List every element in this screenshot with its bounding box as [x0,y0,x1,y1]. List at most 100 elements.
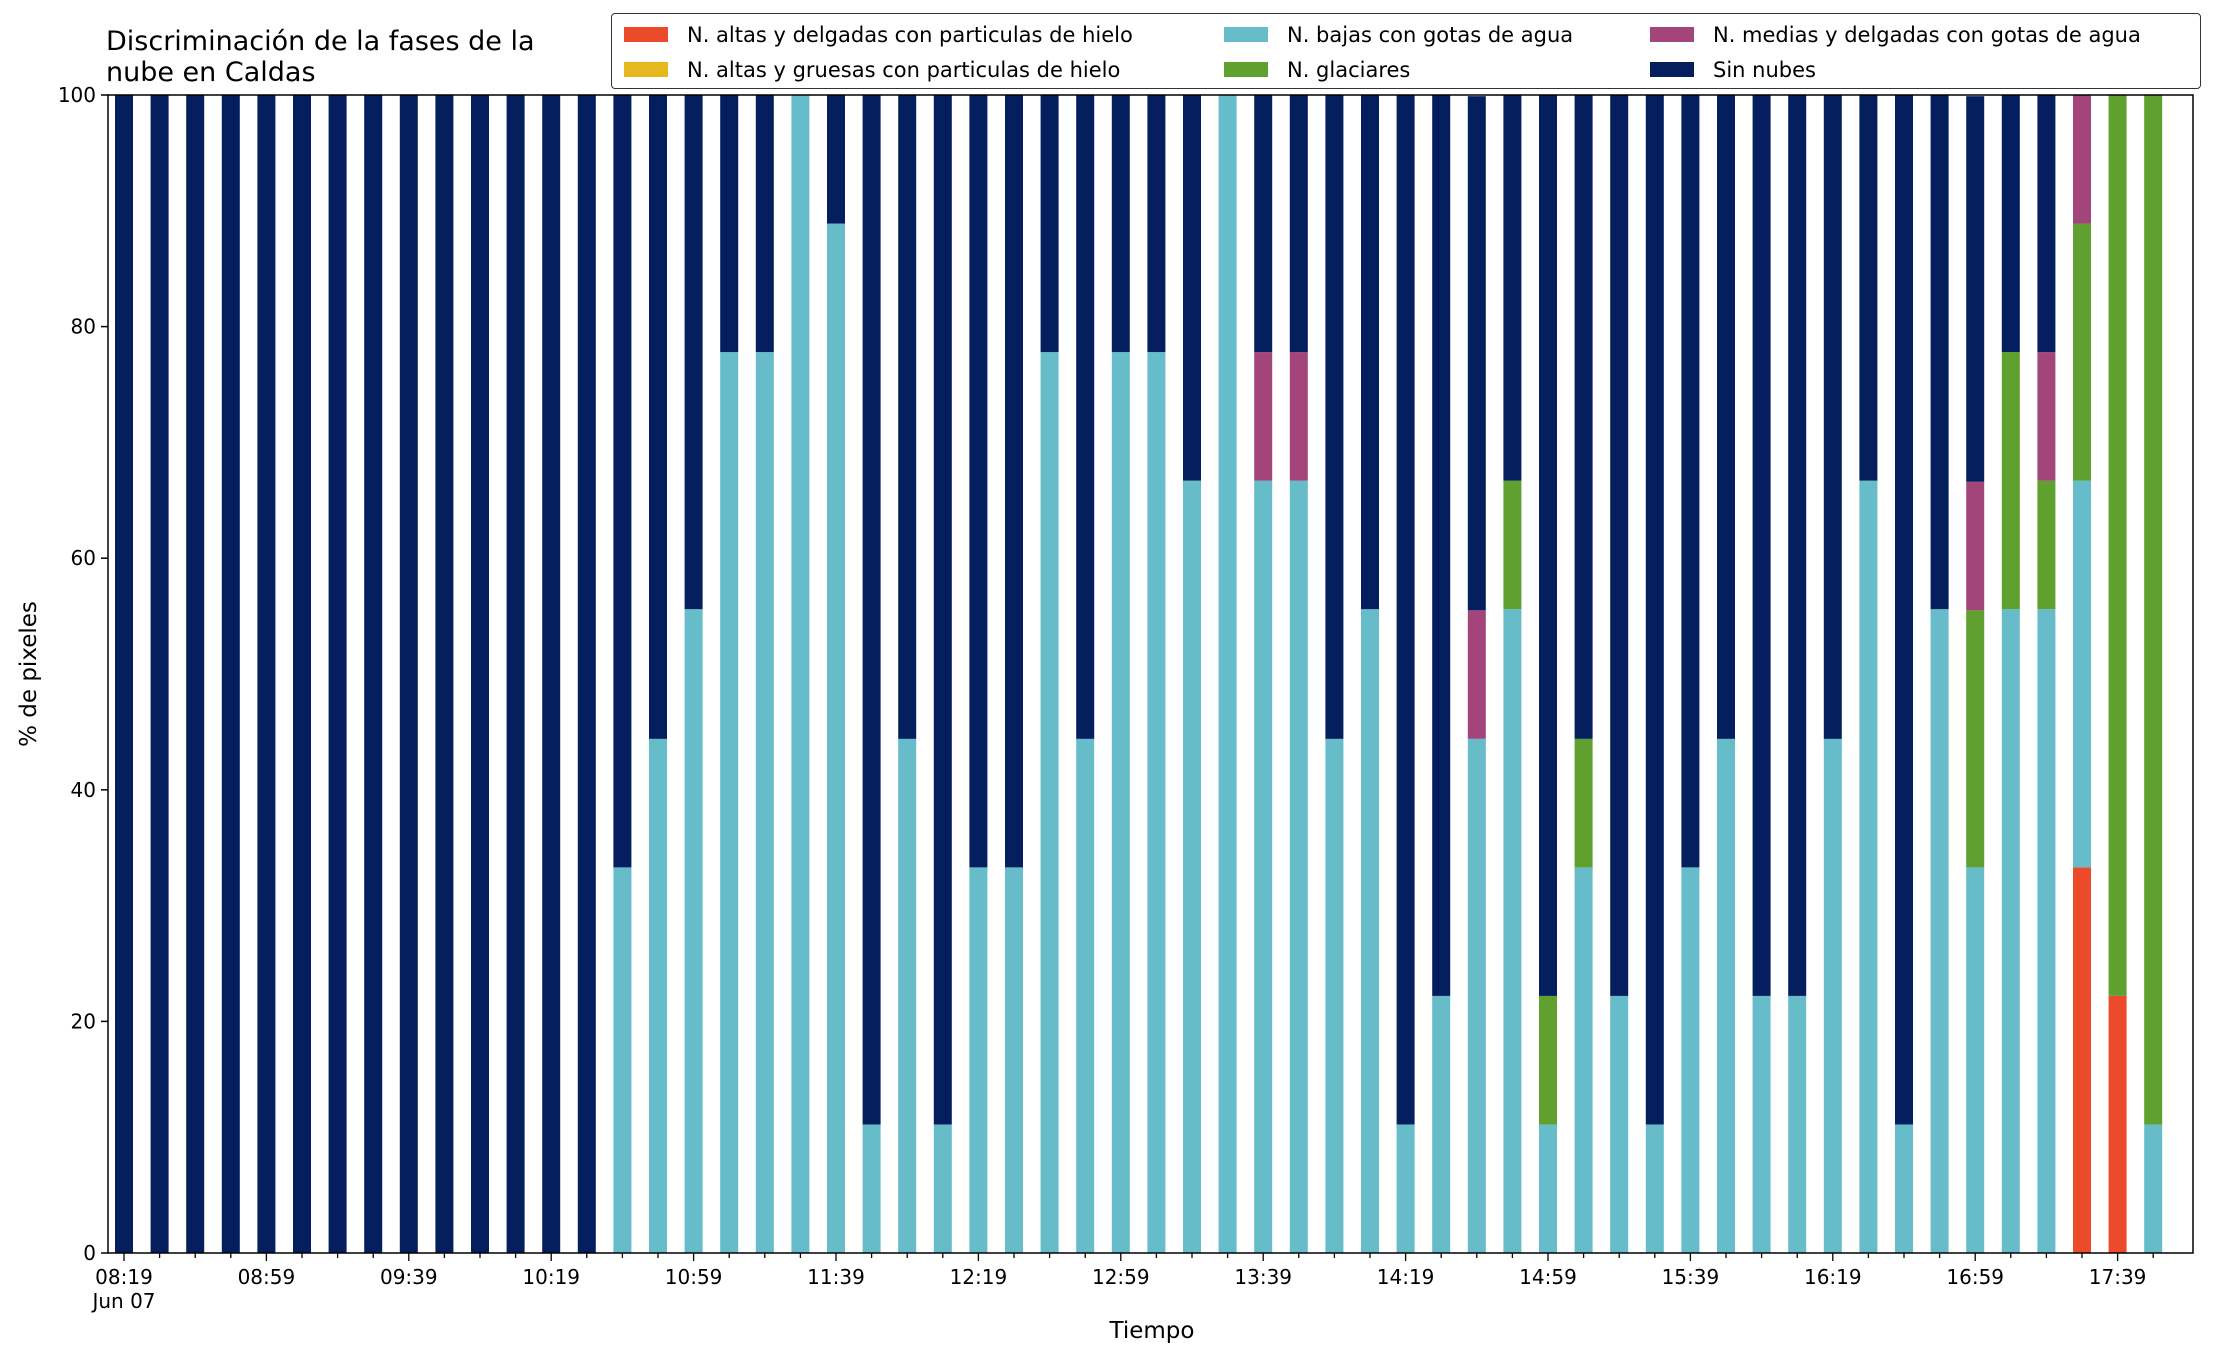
bar-segment [2144,1124,2163,1253]
bar-segment [1645,95,1664,1125]
bar-segment [1752,995,1771,1253]
bar-segment [791,95,810,1253]
x-tick-label: 09:39 [380,1265,438,1289]
bar-segment [1610,995,1629,1253]
bar-segment [2108,995,2127,1253]
bar-segment [1966,96,1985,482]
legend-label: N. medias y delgadas con gotas de agua [1713,22,2141,47]
bar-segment [1717,95,1735,739]
bar-segment [1574,95,1593,739]
x-tick-label: 12:19 [950,1265,1008,1289]
bar-segment [1467,738,1486,1253]
y-axis-label: % de pixeles [16,601,42,747]
legend-label: Sin nubes [1713,57,1816,82]
legend-swatch [1650,62,1694,77]
y-tick-label: 100 [58,83,96,107]
bar-segment [1895,1124,1913,1253]
legend-item-sin-nubes: Sin nubes [1650,52,2190,87]
bar-segment [1005,95,1023,868]
y-tick-label: 40 [71,778,96,802]
bar-segment [2073,480,2091,868]
legend-label: N. glaciares [1287,57,1411,82]
bar-segment [1574,738,1593,868]
legend-item-bajas-agua: N. bajas con gotas de agua [1224,17,1650,52]
legend-label: N. altas y delgadas con particulas de hi… [687,22,1133,47]
bar-segment [2144,95,2163,1125]
legend-item-altas-delgadas: N. altas y delgadas con particulas de hi… [624,17,1224,52]
x-tick-label: 11:39 [807,1265,865,1289]
x-tick-label: 15:39 [1662,1265,1720,1289]
x-tick-label: 14:59 [1519,1265,1577,1289]
bar-segment [1289,480,1308,1253]
x-tick-label: 17:39 [2089,1265,2147,1289]
bar-segment [1823,738,1842,1253]
bar-segment [1147,95,1166,353]
x-tick-label: 16:19 [1804,1265,1862,1289]
x-axis-label: Tiempo [1109,1318,1195,1344]
bar-segment [1930,609,1949,1253]
bar-segment [1539,95,1557,996]
bar-segment [257,95,276,1253]
bar-segment [613,867,632,1253]
bar-segment [1361,95,1379,610]
bar-segment [1574,867,1593,1253]
bar-segment [827,95,845,224]
bar-segment [1432,95,1451,996]
legend-swatch [624,27,668,42]
bar-segment [1539,995,1557,1125]
bar-segment [1788,995,1807,1253]
legend: N. altas y delgadas con particulas de hi… [611,13,2201,89]
bar-segment [435,95,454,1253]
bar-segment [827,223,845,1253]
bar-segment [1111,95,1130,353]
y-tick-label: 80 [71,315,96,339]
bar-segment [898,738,917,1253]
bar-segment [328,95,347,1253]
bar-segment [506,95,525,1253]
bar-segment [1183,480,1201,1253]
bar-segment [613,95,632,868]
x-tick-label: 08:19 Jun 07 [90,1265,155,1313]
bar-segment [1930,95,1949,610]
bar-segment [1788,95,1807,996]
legend-label: N. bajas con gotas de agua [1287,22,1574,47]
y-tick-label: 60 [71,546,96,570]
bar-segment [1503,480,1522,610]
bar-segment [1859,95,1878,481]
plot-frame [107,94,2194,1254]
x-tick-label: 12:59 [1092,1265,1150,1289]
bar-segment [2037,480,2056,610]
bar-segment [1966,867,1985,1253]
bar-segment [1681,95,1700,868]
bar-segment [2001,352,2020,610]
bar-segment [933,95,952,1125]
bar-segment [1895,95,1913,1125]
bar-segment [684,609,703,1253]
bar-segment [969,95,988,868]
bar-segment [933,1124,952,1253]
bar-segment [1218,95,1237,1253]
bar-segment [471,95,489,1253]
bar-segment [186,95,205,1253]
bar-segment [1254,480,1273,1253]
legend-item-altas-gruesas: N. altas y gruesas con particulas de hie… [624,52,1224,87]
bar-segment [1361,609,1379,1253]
bar-segment [1254,352,1273,481]
bar-segment [399,95,418,1253]
bar-segment [898,95,917,739]
bar-segment [1610,95,1629,996]
bar-segment [364,95,383,1253]
bar-segment [2073,95,2091,224]
legend-item-medias-delgadas: N. medias y delgadas con gotas de agua [1650,17,2190,52]
bar-segment [1467,96,1486,611]
bar-segment [2037,609,2056,1253]
bar-segment [1183,95,1201,481]
bar-segment [649,738,667,1253]
x-tick-label: 13:39 [1234,1265,1292,1289]
bar-segment [1752,95,1771,996]
legend-swatch [1650,27,1694,42]
bar-segment [1005,867,1023,1253]
bar-segment [1396,1124,1415,1253]
bar-segment [2001,609,2020,1253]
